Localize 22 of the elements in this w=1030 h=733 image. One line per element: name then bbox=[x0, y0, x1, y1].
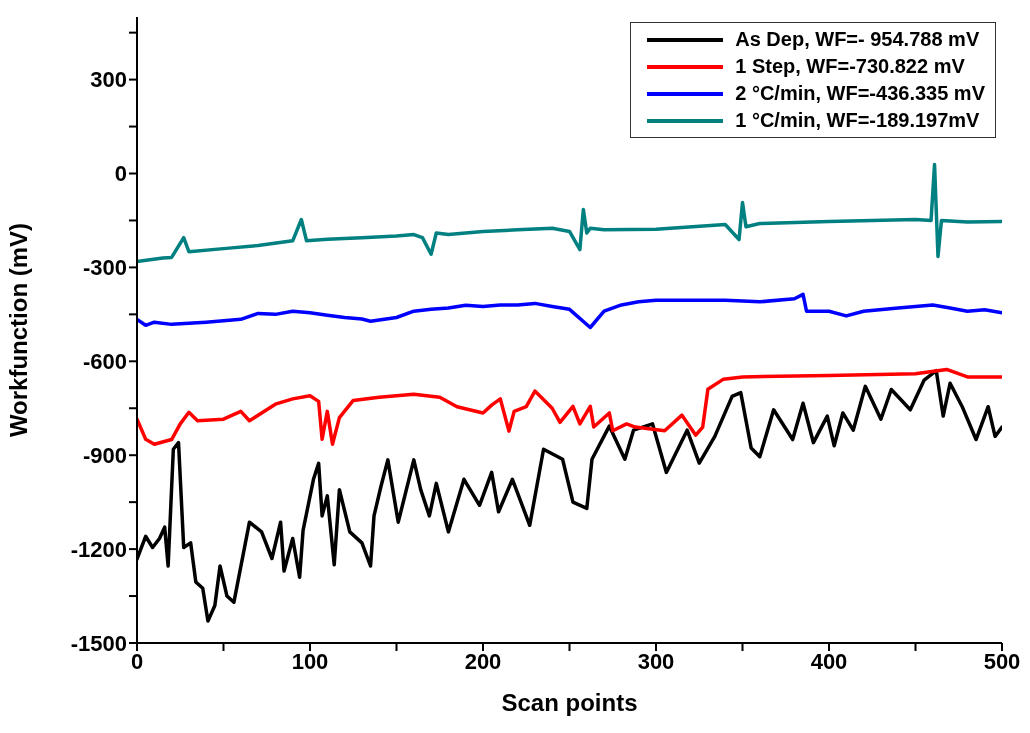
line-series bbox=[137, 162, 1002, 264]
y-tick-label: 0 bbox=[114, 161, 127, 187]
y-tick-label: -600 bbox=[82, 349, 127, 375]
x-tick-label: 0 bbox=[130, 648, 144, 674]
x-tick-label: 100 bbox=[291, 648, 329, 674]
legend-label: As Dep, WF=- 954.788 mV bbox=[735, 28, 980, 50]
y-axis-title: Workfunction (mV) bbox=[4, 222, 32, 438]
x-tick-label: 400 bbox=[810, 648, 848, 674]
line-series bbox=[137, 367, 1002, 446]
y-tick-label: -1500 bbox=[70, 630, 127, 656]
x-tick-label: 500 bbox=[983, 648, 1021, 674]
x-tick-label: 300 bbox=[637, 648, 675, 674]
legend-label: 1 °C/min, WF=-189.197mV bbox=[735, 109, 980, 131]
legend-label: 1 Step, WF=-730.822 mV bbox=[735, 55, 965, 77]
y-tick-label: -300 bbox=[82, 255, 127, 281]
y-tick-label: 300 bbox=[90, 67, 127, 93]
y-tick-label: -900 bbox=[82, 443, 127, 469]
x-axis-title: Scan points bbox=[501, 689, 638, 716]
y-tick-label: -1200 bbox=[70, 536, 127, 562]
x-tick-label: 200 bbox=[464, 648, 502, 674]
legend-label: 2 °C/min, WF=-436.335 mV bbox=[735, 82, 985, 104]
line-series bbox=[137, 292, 1002, 330]
